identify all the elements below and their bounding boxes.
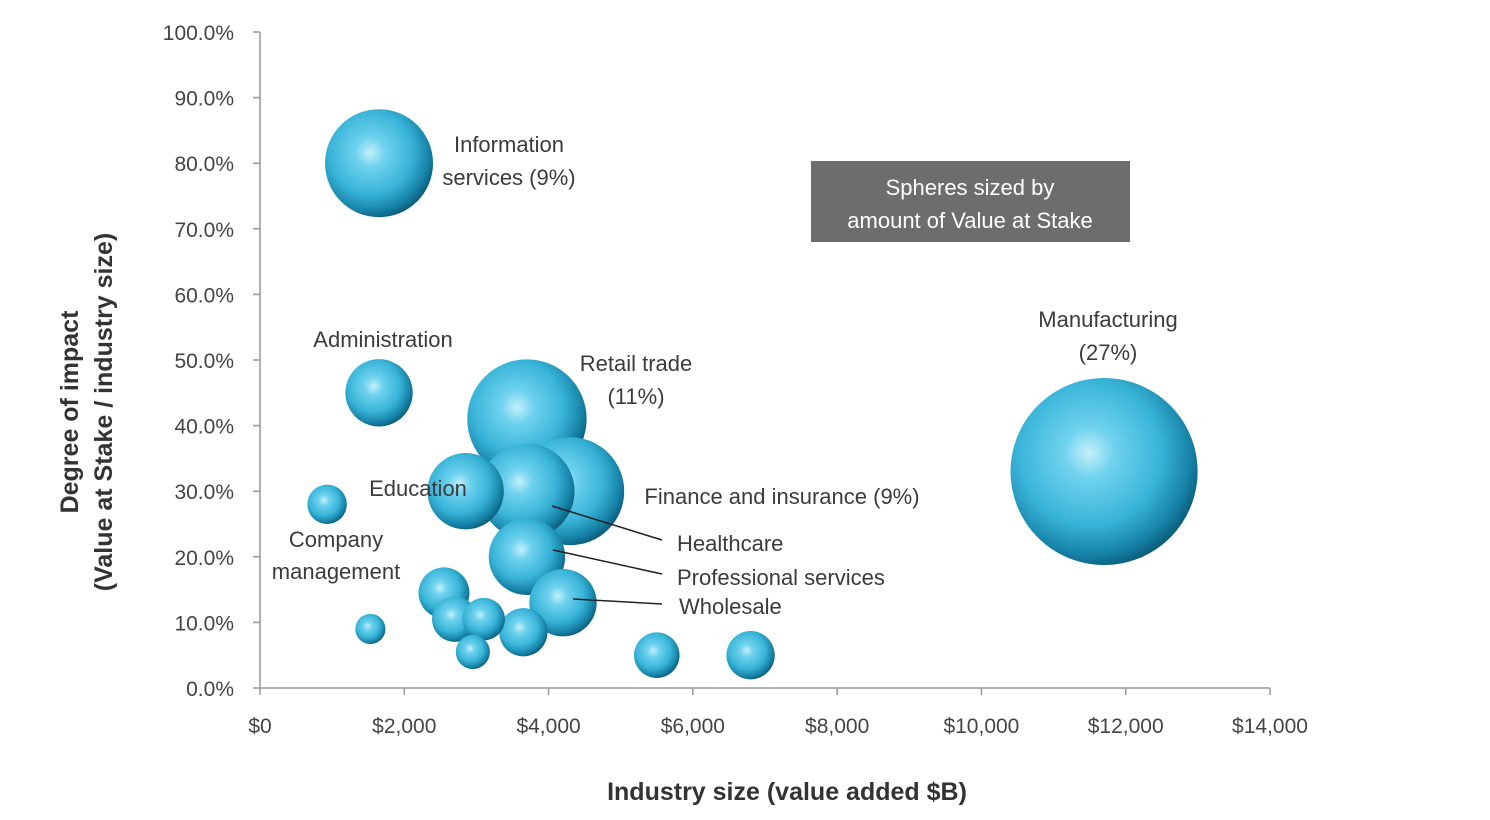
y-tick-label: 10.0%	[174, 612, 234, 635]
bubble-healthcare	[479, 443, 575, 539]
bubble-unlabeled	[455, 634, 490, 669]
axis-ticks: $0 $2,000 $4,000 $6,000 $8,000 $10,000 $12,000…	[163, 22, 1308, 738]
bubble-company-management	[307, 484, 347, 525]
bubble-unlabeled	[726, 631, 775, 680]
x-tick-label: $10,000	[943, 715, 1019, 738]
y-tick-label: 80.0%	[174, 153, 234, 176]
x-tick-label: $4,000	[516, 715, 580, 738]
y-axis-title-line-1: Degree of impact	[56, 310, 84, 514]
bubble-labels: Information services (9%) Administration Co…	[272, 132, 1178, 619]
y-axis-title-line-2: (Value at Stake / industry size)	[90, 233, 118, 591]
bubble-manufacturing	[1010, 377, 1198, 566]
x-tick-label: $12,000	[1088, 715, 1164, 738]
label-company-management-line-2: management	[272, 559, 400, 584]
label-retail-trade-line-1: Retail trade	[580, 351, 693, 376]
label-information-services-line-2: services (9%)	[442, 165, 575, 190]
label-professional-services-line-1: Professional services	[677, 565, 885, 590]
y-tick-label: 0.0%	[186, 678, 234, 701]
bubble-unlabeled	[499, 608, 548, 657]
label-information-services-line-1: Information	[454, 132, 564, 157]
x-tick-label: $0	[248, 715, 271, 738]
label-finance-and-insurance-line-1: Finance and insurance (9%)	[644, 484, 919, 509]
bubbles	[307, 109, 1198, 680]
plot-area: $0 $2,000 $4,000 $6,000 $8,000 $10,000 $12,000…	[163, 22, 1308, 738]
label-wholesale-line-1: Wholesale	[679, 594, 782, 619]
x-axis-title: Industry size (value added $B)	[607, 778, 967, 806]
leader-line-professional-services	[552, 549, 663, 575]
y-tick-label: 70.0%	[174, 219, 234, 242]
y-tick-label: 30.0%	[174, 481, 234, 504]
label-company-management-line-1: Company	[289, 527, 383, 552]
x-tick-label: $8,000	[805, 715, 869, 738]
y-tick-label: 40.0%	[174, 416, 234, 439]
label-retail-trade-line-2: (11%)	[607, 384, 664, 409]
label-manufacturing-line-2: (27%)	[1079, 340, 1138, 365]
y-tick-label: 50.0%	[174, 350, 234, 373]
label-education-line-1: Education	[369, 476, 467, 501]
x-tick-label: $2,000	[372, 715, 436, 738]
bubble-wholesale	[529, 569, 597, 637]
y-tick-label: 60.0%	[174, 284, 234, 307]
bubble-administration	[345, 359, 413, 427]
label-healthcare-line-1: Healthcare	[677, 531, 783, 556]
size-note-line-1: Spheres sized by	[886, 175, 1055, 200]
bubble-information-services	[325, 109, 434, 218]
size-note-box	[811, 161, 1130, 242]
bubble-unlabeled	[634, 632, 680, 678]
y-tick-label: 90.0%	[174, 88, 234, 111]
x-tick-label: $14,000	[1232, 715, 1308, 738]
leader-line-wholesale	[572, 598, 663, 605]
label-administration-line-1: Administration	[313, 327, 452, 352]
label-manufacturing-line-1: Manufacturing	[1038, 307, 1177, 332]
leader-line-healthcare	[551, 505, 663, 541]
bubble-unlabeled	[355, 613, 386, 645]
bubble-education	[427, 453, 504, 530]
leader-lines	[551, 505, 663, 605]
y-tick-label: 100.0%	[163, 22, 234, 45]
y-tick-label: 20.0%	[174, 547, 234, 570]
size-note-line-2: amount of Value at Stake	[847, 208, 1092, 233]
bubble-unlabeled	[462, 597, 505, 641]
size-note: Spheres sized by amount of Value at Stak…	[811, 161, 1130, 242]
x-tick-label: $6,000	[661, 715, 725, 738]
